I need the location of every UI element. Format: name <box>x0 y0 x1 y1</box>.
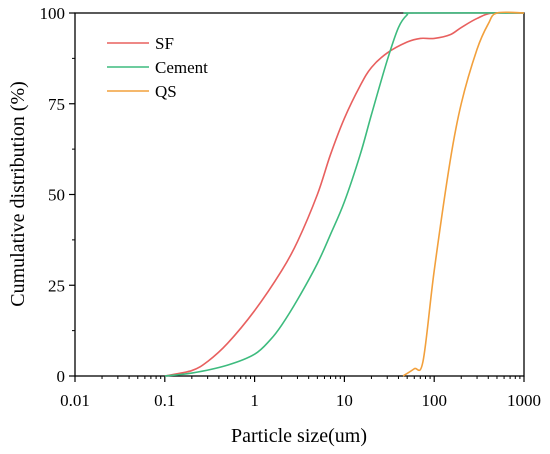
x-tick-label: 0.01 <box>60 391 90 410</box>
x-tick-label: 0.1 <box>154 391 175 410</box>
legend: SF Cement QS <box>107 34 208 101</box>
y-axis-ticks: 0 25 50 75 100 <box>40 4 75 386</box>
x-tick-label: 10 <box>336 391 353 410</box>
series-line-cement <box>164 12 525 377</box>
legend-label-sf: SF <box>155 34 174 53</box>
x-tick-label: 1000 <box>507 391 541 410</box>
y-tick-label: 50 <box>48 186 65 205</box>
x-tick-label: 100 <box>421 391 447 410</box>
y-tick-label: 25 <box>48 276 65 295</box>
x-tick-label: 1 <box>250 391 259 410</box>
legend-label-qs: QS <box>155 82 177 101</box>
legend-label-cement: Cement <box>155 58 208 77</box>
y-axis-title: Cumulative distribution (%) <box>7 81 29 307</box>
y-tick-label: 75 <box>48 95 65 114</box>
series-line-sf <box>164 11 525 377</box>
series-layer <box>164 11 525 377</box>
y-tick-label: 0 <box>57 367 66 386</box>
series-line-qs <box>402 11 525 377</box>
x-axis-ticks: 0.01 0.1 1 10 100 1000 <box>60 376 541 410</box>
x-axis-title: Particle size(um) <box>231 425 367 447</box>
y-tick-label: 100 <box>40 4 66 23</box>
